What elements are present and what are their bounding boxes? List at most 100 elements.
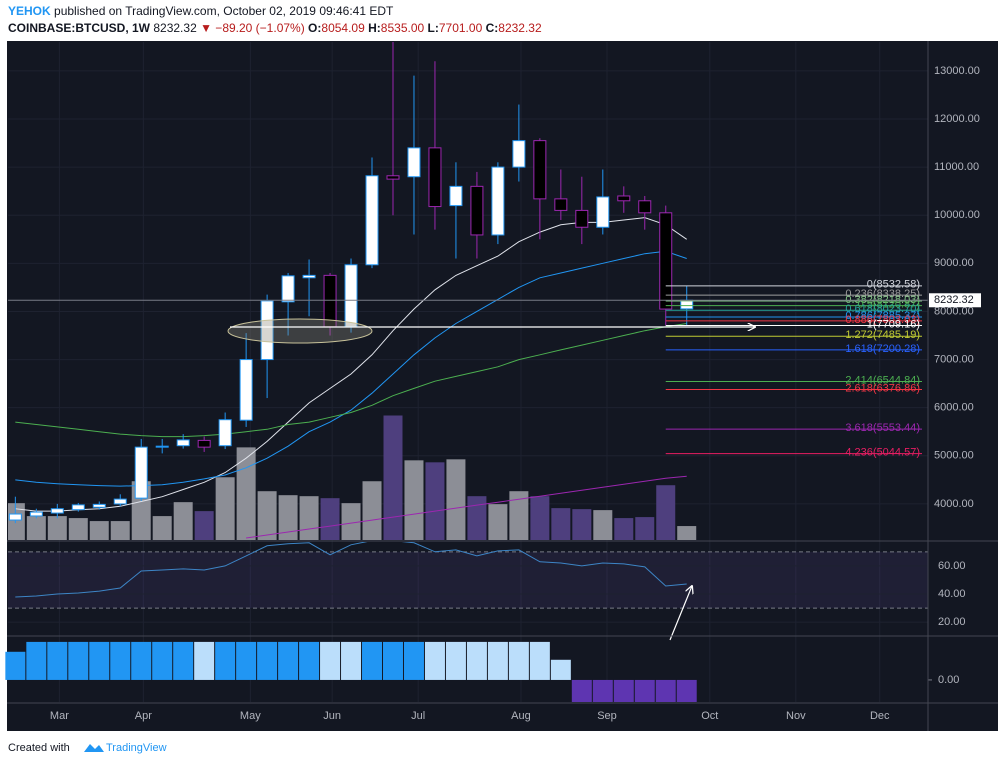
candle-body [155,445,169,448]
histogram-bar [194,641,215,680]
x-tick-label: Nov [786,710,806,722]
histogram-bar [47,641,68,680]
candle-body [29,511,43,517]
volume-bar [530,496,550,540]
histogram-bar [173,641,194,680]
chart-layer: Mar Apr May Jun Jul Aug Sep Oct Nov Dec 0(8532.58)… [5,42,981,722]
h: 8535.00 [381,21,425,35]
y-tick-label: 8000.00 [934,305,974,317]
x-tick-label: Mar [50,710,69,722]
volume-bar [383,415,403,540]
candle-body [365,175,379,266]
x-tick-label: Apr [135,710,152,722]
volume-bar [236,447,256,540]
y-tick-label: 4000.00 [934,498,974,510]
last-price-label: 8232.32 [934,294,974,306]
logo [84,744,104,752]
footer-brand[interactable]: TradingView [106,742,167,754]
fib-label: 3.618(5553.44) [845,422,920,434]
y-tick-label: 10000.00 [934,209,980,221]
histogram-bar [110,641,131,680]
volume-bar [341,503,361,540]
volume-bar [572,509,592,540]
pane [8,542,928,623]
candle-body [407,147,421,178]
histogram-bar [382,641,403,680]
volume-bar [89,521,109,540]
candle-body [596,196,610,228]
histogram-bar [445,641,466,680]
histogram-bar [68,641,89,680]
volume-bar [467,496,487,540]
histogram-bar [571,679,592,702]
histogram-bar [236,641,257,680]
y-tick-label: 40.00 [938,588,966,600]
candle-body [8,513,22,521]
y-tick-label: 12000.00 [934,113,980,125]
last-price-box [929,293,981,308]
y-tick-label: 6000.00 [934,402,974,414]
candle-body [323,274,337,328]
last: 8232.32 [153,21,197,35]
y-tick-label: 0.00 [938,674,959,686]
candle-body [281,275,295,303]
candle-body [449,185,463,207]
user[interactable]: YEHOK [8,4,51,18]
l-label: L: [428,21,439,35]
volume-bar [593,510,613,540]
volume-bar [446,459,466,540]
fib-label: 0.786(7885.37) [845,310,920,322]
volume-bar [362,481,382,540]
o-label: O: [308,21,321,35]
candle-body [50,508,64,514]
histogram-bar [320,641,341,680]
volume-bar [425,462,445,540]
candle-body [428,147,442,208]
volume-bar [488,504,508,540]
y-tick-label: 5000.00 [934,450,974,462]
fib-label: 4.236(5044.57) [845,447,920,459]
volume-bar [47,516,67,540]
fib-label: 1(7709.16) [867,318,920,330]
footer-text: Created with [8,742,70,754]
fib-label: 2.414(6544.84) [845,374,920,386]
histogram-bar [634,679,655,702]
histogram-bar [424,641,445,680]
histogram-bar [362,641,383,680]
candle-body [491,166,505,236]
histogram-bar [550,659,571,680]
candle-body [302,274,316,279]
volume-bar [509,491,529,540]
x-tick-label: Sep [597,710,617,722]
candle-body [554,198,568,211]
y-tick-label: 11000.00 [934,161,979,173]
volume-bar [677,526,697,540]
volume-bar [8,503,25,540]
candle-body [239,359,253,421]
volume-bar [110,521,130,540]
c-label: C: [486,21,499,35]
histogram-bar [152,641,173,680]
histogram-bar [655,679,676,702]
header-line: YEHOK published on TradingView.com, Octo… [8,4,394,18]
line [15,323,687,438]
candle-body [218,419,232,447]
fib-label: 1.618(7200.28) [845,343,920,355]
histogram-bar [215,641,236,680]
histogram-bar [26,641,47,680]
c: 8232.32 [498,21,542,35]
x-tick-label: Aug [511,710,531,722]
histogram-bar [529,641,550,680]
y-tick-label: 60.00 [938,560,966,572]
y-tick-label: 20.00 [938,616,966,628]
y-tick-label: 9000.00 [934,257,974,269]
candle-body [197,439,211,448]
h-label: H: [368,21,381,35]
fib-label: 0.618(8023.70) [845,303,920,315]
candle-body [617,195,631,202]
candle-body [638,200,652,214]
candle-body [134,446,148,499]
histogram-bar [403,641,424,680]
x-tick-label: Jul [411,710,425,722]
